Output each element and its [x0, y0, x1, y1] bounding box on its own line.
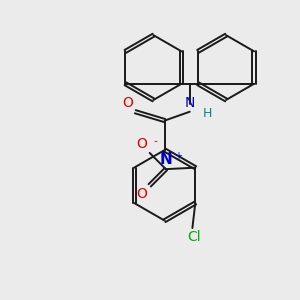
Text: N: N: [184, 96, 195, 110]
Text: O: O: [136, 137, 147, 152]
Text: +: +: [174, 151, 182, 161]
Text: H: H: [203, 107, 212, 120]
Text: Cl: Cl: [187, 230, 201, 244]
Text: O: O: [136, 187, 147, 201]
Text: N: N: [160, 152, 172, 167]
Text: O: O: [122, 96, 133, 110]
Text: -: -: [153, 136, 157, 146]
